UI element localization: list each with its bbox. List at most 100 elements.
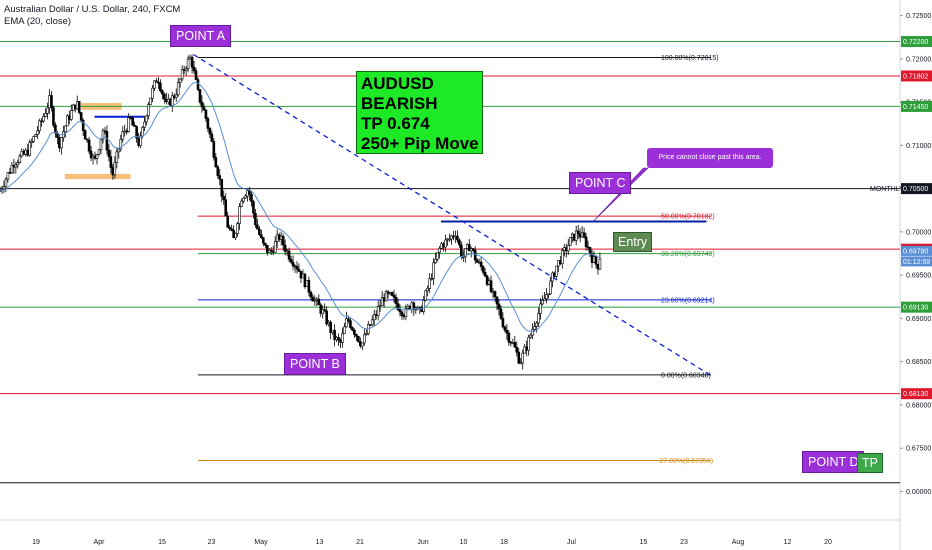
candle-body — [143, 121, 146, 128]
candle-body — [499, 308, 503, 319]
candle-body — [291, 261, 295, 267]
candle-body — [89, 150, 93, 159]
candle-body — [287, 250, 291, 260]
candle-body — [28, 142, 32, 156]
candle-body — [489, 280, 493, 292]
candle-body — [434, 258, 437, 263]
candle-body — [77, 101, 81, 113]
candle-body — [574, 230, 578, 241]
candle-body — [533, 326, 536, 330]
candle-body — [141, 126, 144, 137]
candle-body — [436, 252, 439, 260]
candle-body — [131, 117, 134, 126]
candle-body — [295, 265, 299, 270]
candle-body — [404, 307, 408, 318]
fib-level-label: 50.00%(0.70182) — [661, 214, 715, 221]
countdown-label: 01:12:59 — [903, 259, 930, 266]
candle-body — [101, 130, 105, 141]
y-tick-label: 0.68000 — [906, 402, 931, 409]
candle-body — [194, 70, 198, 80]
candle-body — [376, 306, 380, 316]
candle-body — [507, 332, 511, 343]
candle-body — [81, 119, 85, 131]
candle-body — [109, 156, 113, 168]
candle-body — [568, 237, 572, 246]
candle-body — [210, 133, 214, 142]
candle-body — [438, 248, 441, 253]
fib-level-label: 100.00%(0.72015) — [661, 55, 719, 62]
candle-body — [493, 290, 497, 298]
candle-body — [390, 292, 394, 296]
candle-body — [481, 266, 485, 273]
candle-body — [260, 234, 263, 238]
candle-body — [351, 327, 354, 331]
candle-body — [149, 97, 152, 105]
candle-body — [18, 155, 22, 163]
candle-body — [127, 117, 130, 132]
candle-body — [321, 309, 325, 314]
candle-body — [99, 139, 103, 150]
candle-body — [428, 278, 431, 289]
candle-body — [248, 190, 251, 195]
candle-body — [378, 305, 382, 308]
candle-body — [584, 236, 588, 248]
candle-body — [264, 242, 267, 246]
candle-body — [163, 93, 166, 100]
x-tick-label: Jul — [567, 539, 576, 546]
candle-body — [422, 299, 426, 312]
summary-line-2: BEARISH — [361, 94, 438, 113]
candle-body — [208, 128, 212, 135]
indicator-label: EMA (20, close) — [4, 16, 72, 27]
candle-body — [372, 314, 376, 321]
y-tick-label: 0.72500 — [906, 13, 931, 20]
fib-level-label: 0.00%(0.68348) — [661, 372, 711, 379]
candle-body — [265, 244, 269, 253]
candle-body — [463, 248, 467, 258]
ema-line — [0, 81, 600, 332]
candle-body — [426, 288, 429, 292]
candle-body — [95, 154, 99, 159]
candle-body — [384, 291, 388, 302]
candle-body — [256, 224, 259, 230]
candle-body — [323, 309, 327, 312]
candle-body — [157, 81, 160, 84]
candle-body — [519, 362, 523, 365]
x-tick-label: Jun — [417, 539, 428, 546]
price-tag-label: 0.71802 — [903, 73, 928, 80]
candle-body — [594, 256, 598, 265]
candle-body — [444, 239, 447, 248]
candle-body — [174, 94, 178, 98]
candle-body — [44, 113, 47, 117]
candle-body — [139, 135, 142, 146]
x-tick-label: 10 — [460, 539, 468, 546]
candle-body — [485, 275, 489, 285]
candle-body — [380, 297, 384, 306]
candle-body — [281, 235, 285, 246]
candle-body — [36, 130, 39, 135]
candle-body — [222, 196, 226, 201]
candle-body — [145, 115, 148, 123]
candle-body — [561, 250, 564, 265]
candle-body — [349, 320, 352, 328]
candle-body — [398, 309, 402, 313]
candle-body — [202, 106, 206, 111]
candle-body — [228, 227, 231, 230]
candle-body — [252, 201, 255, 214]
candle-body — [392, 295, 396, 298]
candle-body — [64, 125, 67, 133]
summary-line-3: TP 0.674 — [361, 114, 430, 133]
candle-body — [311, 296, 315, 302]
candle-body — [545, 294, 548, 300]
candle-body — [347, 318, 350, 321]
x-tick-label: 21 — [356, 539, 364, 546]
price-tag-label: 0.72200 — [903, 39, 928, 46]
price-tag-bg — [901, 100, 932, 112]
candle-body — [361, 342, 364, 347]
y-tick-label: 0.72000 — [906, 56, 931, 63]
candle-body — [119, 138, 123, 150]
candle-body — [97, 149, 101, 155]
y-tick-label: 0.69000 — [906, 316, 931, 323]
candle-body — [192, 66, 196, 72]
candle-body — [121, 131, 125, 140]
